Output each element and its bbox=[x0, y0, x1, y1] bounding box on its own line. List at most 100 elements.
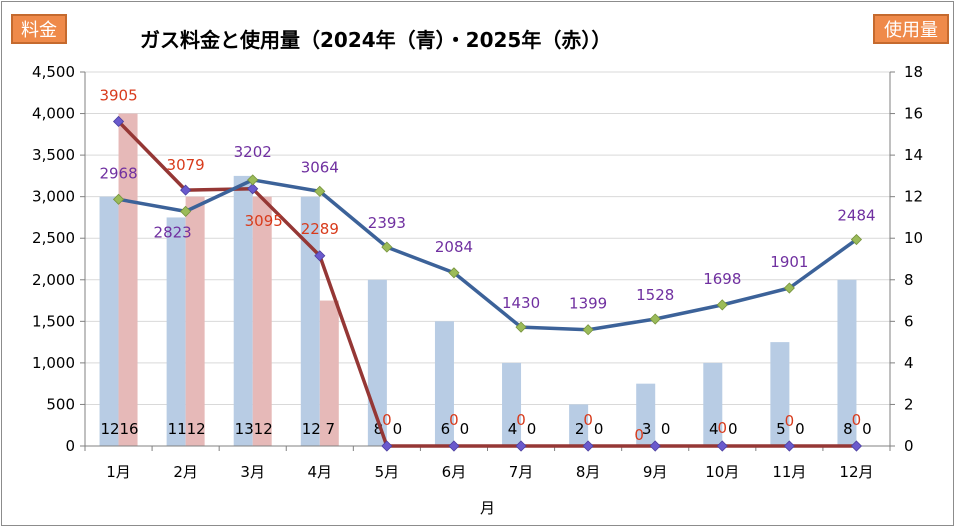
cost-label-2024: 1698 bbox=[703, 270, 741, 288]
bar-usage-2025 bbox=[118, 113, 138, 447]
marker-cost-2025 bbox=[448, 440, 460, 452]
left-axis-unit-badge: 料金 bbox=[11, 14, 67, 44]
line-cost-2025 bbox=[117, 120, 857, 448]
marker-cost-2024 bbox=[112, 193, 125, 205]
usage-label-2025: 7 bbox=[326, 420, 336, 438]
y-left-tick-label: 2,000 bbox=[32, 271, 75, 289]
x-tick-label: 6月 bbox=[442, 463, 467, 481]
cost-label-2025: 0 bbox=[516, 411, 526, 429]
bar-usage-2024 bbox=[703, 362, 723, 446]
bar-usage-2025 bbox=[252, 196, 272, 446]
y-left-tick-label: 1,000 bbox=[32, 354, 75, 372]
y-left-tick-label: 500 bbox=[46, 395, 75, 413]
marker-cost-2024 bbox=[314, 185, 326, 197]
marker-cost-2025 bbox=[381, 440, 393, 452]
usage-label-2025: 0 bbox=[661, 420, 671, 438]
marker-cost-2024 bbox=[582, 324, 594, 336]
cost-label-2025: 0 bbox=[852, 411, 862, 429]
y-right-tick-label: 16 bbox=[904, 105, 923, 123]
usage-label-2025: 12 bbox=[187, 420, 206, 438]
y-right-tick-label: 14 bbox=[904, 146, 923, 164]
cost-label-2024: 2968 bbox=[99, 164, 137, 182]
cost-label-2025: 0 bbox=[382, 411, 392, 429]
bar-usage-2024 bbox=[837, 279, 857, 446]
marker-cost-2025 bbox=[112, 115, 125, 128]
cost-label-2025: 0 bbox=[718, 419, 728, 437]
marker-cost-2024 bbox=[716, 299, 728, 311]
usage-label-2024: 8 bbox=[843, 420, 853, 438]
marker-cost-2025 bbox=[180, 184, 192, 196]
bar-usage-2024 bbox=[502, 362, 522, 446]
usage-label-2025: 0 bbox=[460, 420, 470, 438]
y-left-tick-label: 4,500 bbox=[32, 63, 75, 81]
cost-label-2025: 3095 bbox=[245, 212, 283, 230]
cost-label-2024: 3202 bbox=[234, 143, 272, 161]
cost-label-2025: 0 bbox=[634, 426, 644, 444]
cost-label-2025: 3905 bbox=[99, 86, 137, 104]
x-tick-label: 5月 bbox=[375, 463, 400, 481]
marker-cost-2025 bbox=[850, 440, 863, 452]
bar-usage-2024 bbox=[300, 196, 320, 446]
marker-cost-2024 bbox=[783, 282, 795, 294]
x-tick-label: 2月 bbox=[173, 463, 198, 481]
y-left-tick-label: 4,000 bbox=[32, 105, 75, 123]
usage-label-2024: 3 bbox=[642, 420, 652, 438]
marker-cost-2024 bbox=[381, 241, 393, 253]
y-left-tick-label: 1,500 bbox=[32, 312, 75, 330]
usage-label-2024: 8 bbox=[374, 420, 384, 438]
bar-usage-2024 bbox=[166, 217, 186, 446]
x-tick-label: 10月 bbox=[705, 463, 739, 481]
usage-label-2025: 0 bbox=[527, 420, 537, 438]
usage-label-2024: 2 bbox=[575, 420, 585, 438]
x-tick-label: 9月 bbox=[643, 463, 668, 481]
usage-label-2024: 12 bbox=[100, 420, 119, 438]
x-tick-label: 4月 bbox=[308, 463, 333, 481]
y-left-tick-label: 3,000 bbox=[32, 188, 75, 206]
bar-usage-2024 bbox=[99, 196, 119, 446]
bar-usage-2024 bbox=[636, 383, 656, 446]
usage-label-2025: 0 bbox=[728, 420, 738, 438]
x-tick-label: 11月 bbox=[772, 463, 806, 481]
marker-cost-2024 bbox=[448, 267, 460, 279]
marker-cost-2025 bbox=[783, 440, 795, 452]
marker-cost-2024 bbox=[649, 313, 661, 325]
usage-label-2025: 12 bbox=[254, 420, 273, 438]
y-right-tick-label: 8 bbox=[904, 271, 914, 289]
cost-label-2024: 1528 bbox=[636, 286, 674, 304]
cost-label-2025: 3079 bbox=[167, 156, 205, 174]
usage-label-2025: 0 bbox=[795, 420, 805, 438]
usage-label-2024: 12 bbox=[302, 420, 321, 438]
cost-label-2024: 1430 bbox=[502, 294, 540, 312]
marker-cost-2025 bbox=[247, 183, 259, 195]
x-tick-label: 12月 bbox=[839, 463, 873, 481]
usage-label-2024: 5 bbox=[776, 420, 786, 438]
cost-label-2024: 2823 bbox=[154, 223, 192, 241]
bar-usage-2024 bbox=[569, 404, 589, 446]
bar-usage-2024 bbox=[770, 342, 790, 446]
marker-cost-2025 bbox=[515, 440, 527, 452]
marker-cost-2025 bbox=[649, 440, 661, 452]
y-right-tick-label: 2 bbox=[904, 395, 914, 413]
y-right-tick-label: 6 bbox=[904, 312, 914, 330]
right-axis-unit-badge: 使用量 bbox=[873, 14, 949, 44]
usage-label-2025: 0 bbox=[594, 420, 604, 438]
y-left-tick-label: 2,500 bbox=[32, 229, 75, 247]
marker-cost-2025 bbox=[314, 250, 326, 262]
usage-label-2025: 0 bbox=[862, 420, 872, 438]
chart-title: ガス料金と使用量（2024年（青）・2025年（赤）） bbox=[140, 28, 612, 52]
marker-cost-2025 bbox=[716, 440, 728, 452]
y-right-tick-label: 18 bbox=[904, 63, 923, 81]
bar-usage-2025 bbox=[319, 300, 339, 446]
usage-label-2024: 4 bbox=[508, 420, 518, 438]
cost-label-2024: 1901 bbox=[770, 253, 808, 271]
y-left-tick-label: 0 bbox=[65, 437, 75, 455]
cost-label-2025: 0 bbox=[785, 412, 795, 430]
usage-label-2025: 0 bbox=[393, 420, 403, 438]
cost-label-2024: 1399 bbox=[569, 295, 607, 313]
usage-label-2024: 6 bbox=[441, 420, 451, 438]
line-cost-2024 bbox=[118, 178, 858, 332]
cost-label-2024: 3064 bbox=[301, 158, 339, 176]
x-tick-label: 7月 bbox=[509, 463, 534, 481]
